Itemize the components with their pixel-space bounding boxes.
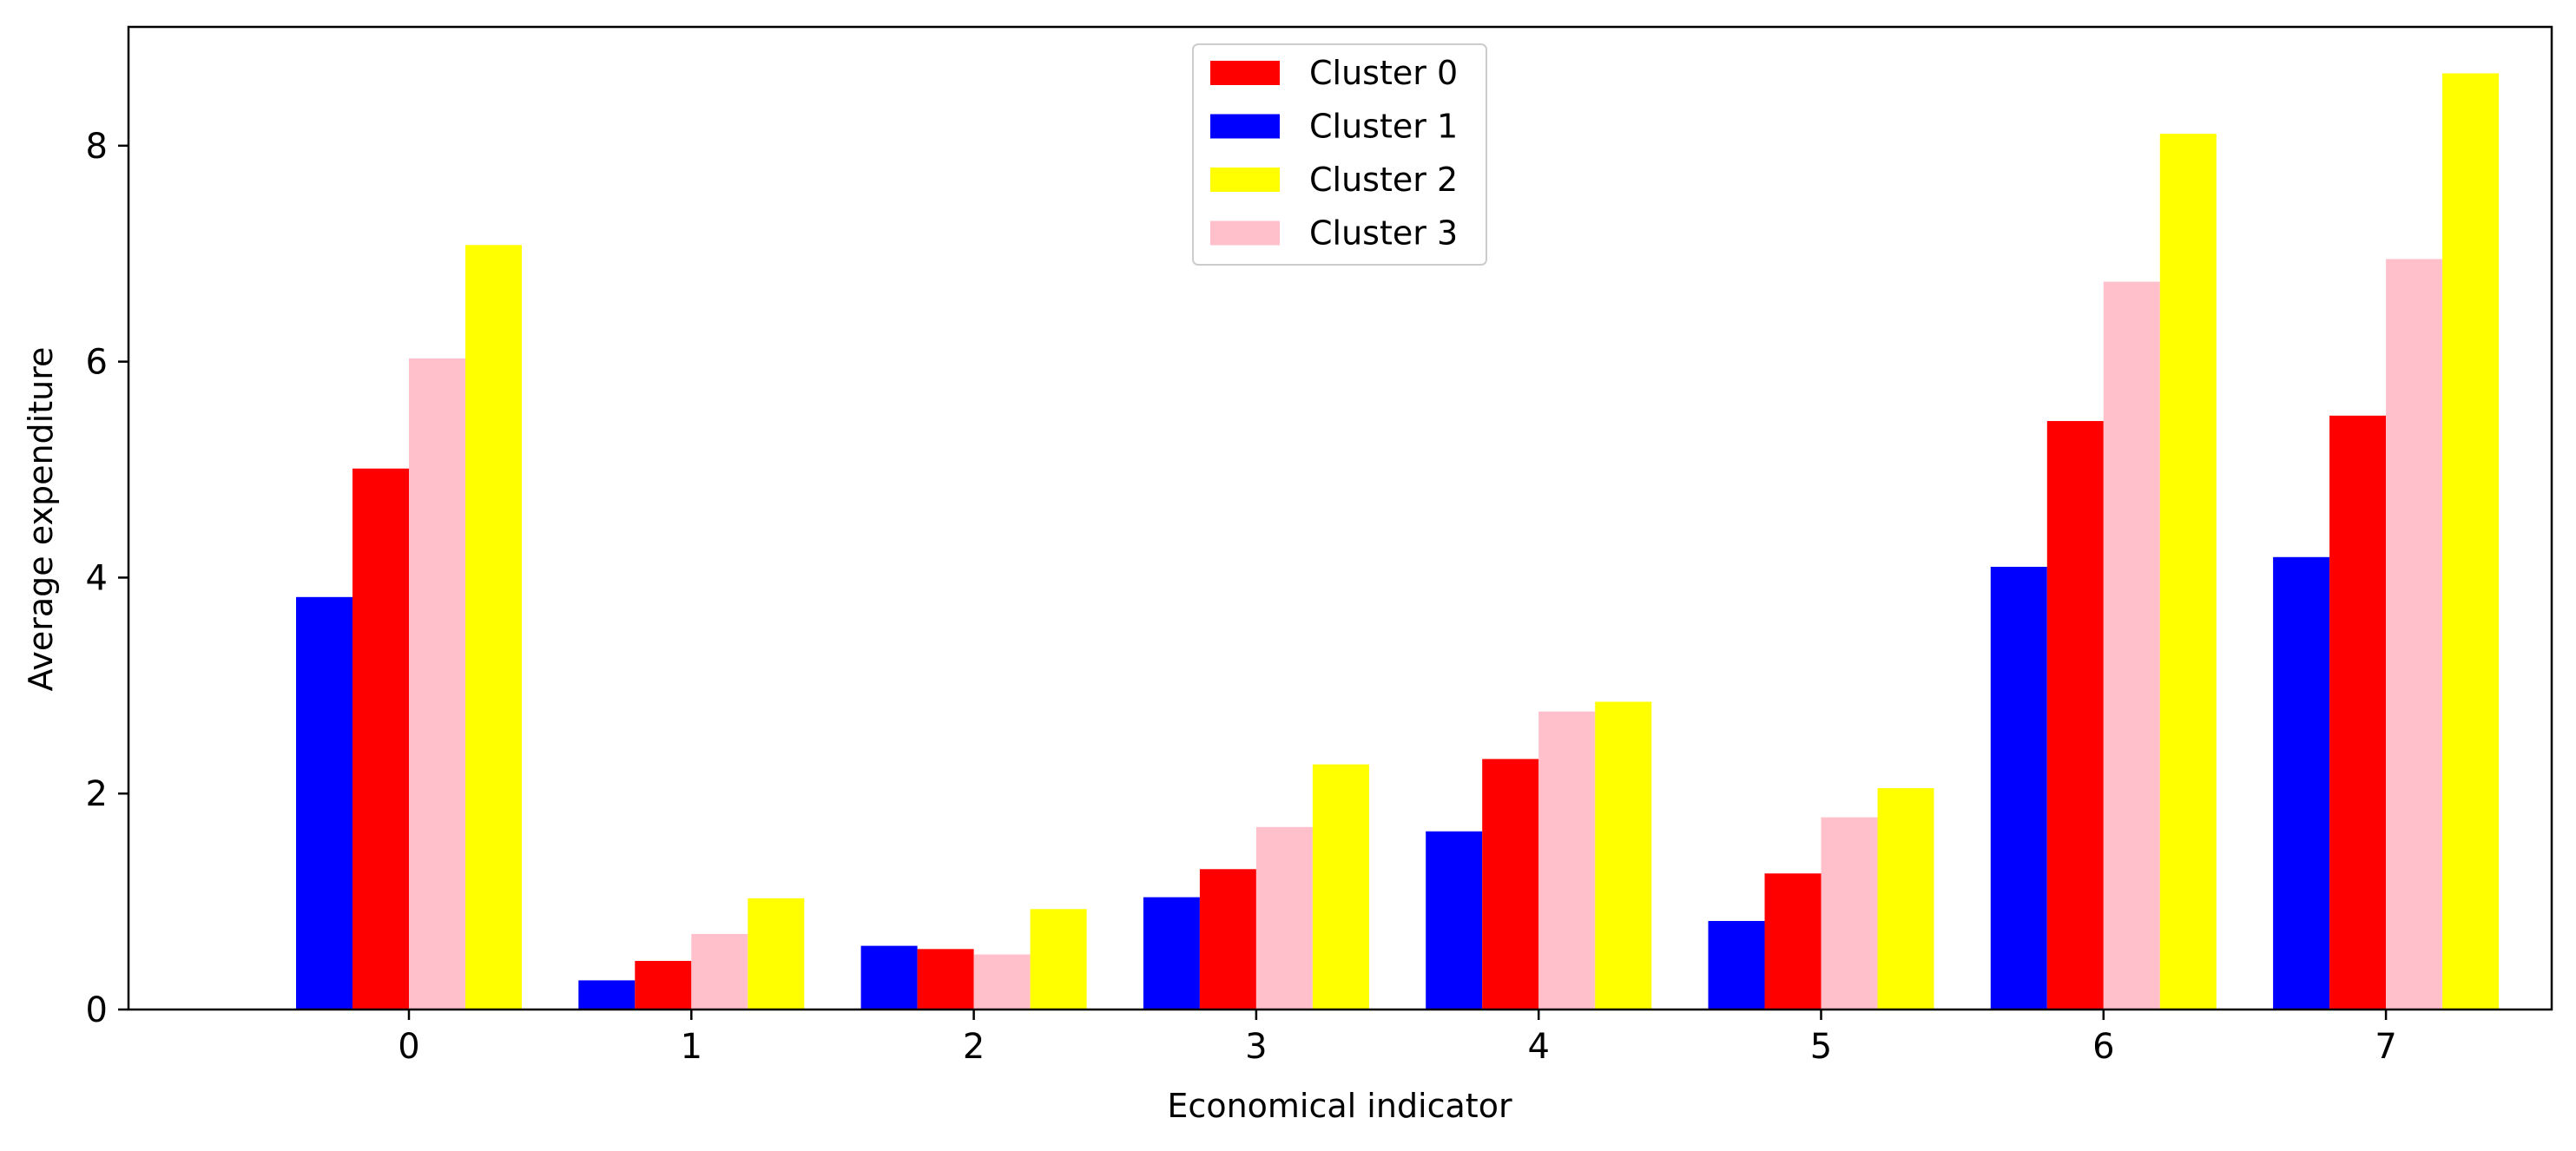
bar-cluster-1-cat-2 <box>860 945 918 1010</box>
bar-cluster-2-cat-4 <box>1595 701 1652 1010</box>
legend: Cluster 0 Cluster 1 Cluster 2 Cluster 3 <box>1192 43 1487 266</box>
bar-cluster-3-cat-6 <box>2103 281 2160 1010</box>
axes-layer: 0 2 4 6 8 0 1 2 3 4 5 6 7 <box>86 25 2553 1067</box>
bar-cluster-0-cat-5 <box>1764 873 1822 1010</box>
y-tick-label: 0 <box>86 990 108 1030</box>
bar-cluster-3-cat-7 <box>2386 259 2443 1010</box>
x-tick-label: 6 <box>2092 1027 2114 1067</box>
bar-cluster-1-cat-6 <box>1990 566 2047 1010</box>
bar-cluster-0-cat-4 <box>1482 759 1539 1010</box>
bar-cluster-3-cat-1 <box>691 933 748 1010</box>
bar-cluster-3-cat-0 <box>409 358 465 1010</box>
bar-cluster-0-cat-7 <box>2329 415 2387 1010</box>
y-tick-label: 2 <box>86 774 108 814</box>
legend-swatch-cluster-1 <box>1210 114 1280 139</box>
bar-cluster-1-cat-0 <box>296 596 352 1010</box>
bar-cluster-3-cat-5 <box>1821 817 1878 1010</box>
x-tick-label: 2 <box>963 1027 985 1067</box>
bar-cluster-0-cat-1 <box>635 961 692 1010</box>
bar-cluster-2-cat-7 <box>2442 73 2500 1010</box>
legend-swatch-cluster-3 <box>1210 220 1280 246</box>
x-tick-label: 0 <box>398 1027 419 1067</box>
legend-swatch-cluster-2 <box>1210 168 1280 192</box>
y-tick-label: 6 <box>86 343 108 383</box>
x-tick-label: 7 <box>2375 1027 2396 1067</box>
bar-cluster-1-cat-4 <box>1426 831 1483 1010</box>
legend-label-cluster-2: Cluster 2 <box>1309 161 1458 199</box>
bar-cluster-2-cat-1 <box>748 898 805 1010</box>
bar-cluster-2-cat-5 <box>1877 787 1934 1010</box>
y-axis-label: Average expenditure <box>22 347 60 692</box>
y-tick-label: 8 <box>86 127 108 167</box>
bar-cluster-2-cat-3 <box>1312 764 1369 1010</box>
x-tick-label: 4 <box>1527 1027 1549 1067</box>
bars-layer <box>296 73 2500 1010</box>
bar-cluster-1-cat-3 <box>1143 897 1200 1010</box>
legend-label-cluster-1: Cluster 1 <box>1309 108 1458 146</box>
bar-cluster-0-cat-6 <box>2046 421 2104 1010</box>
y-tick-label: 4 <box>86 558 108 598</box>
bar-cluster-1-cat-7 <box>2273 556 2330 1010</box>
legend-swatch-cluster-0 <box>1210 61 1280 85</box>
x-axis-label: Economical indicator <box>1167 1087 1512 1125</box>
bar-cluster-3-cat-3 <box>1255 826 1313 1010</box>
plot-frame <box>127 25 2553 1011</box>
x-tick-label: 3 <box>1245 1027 1267 1067</box>
bar-cluster-1-cat-1 <box>578 980 636 1010</box>
bar-cluster-0-cat-3 <box>1199 869 1256 1010</box>
bar-cluster-3-cat-2 <box>973 954 1031 1010</box>
bar-cluster-3-cat-4 <box>1538 711 1596 1010</box>
bar-cluster-0-cat-2 <box>917 949 974 1010</box>
legend-label-cluster-3: Cluster 3 <box>1309 214 1458 253</box>
x-tick-label: 1 <box>681 1027 702 1067</box>
x-tick-label: 5 <box>1810 1027 1832 1067</box>
bar-cluster-2-cat-6 <box>2159 134 2217 1010</box>
bar-cluster-2-cat-0 <box>465 245 522 1010</box>
bar-cluster-1-cat-5 <box>1708 920 1765 1010</box>
legend-box <box>1192 43 1487 266</box>
bar-cluster-0-cat-0 <box>352 468 409 1010</box>
legend-label-cluster-0: Cluster 0 <box>1309 54 1458 92</box>
bar-cluster-2-cat-2 <box>1030 909 1087 1010</box>
